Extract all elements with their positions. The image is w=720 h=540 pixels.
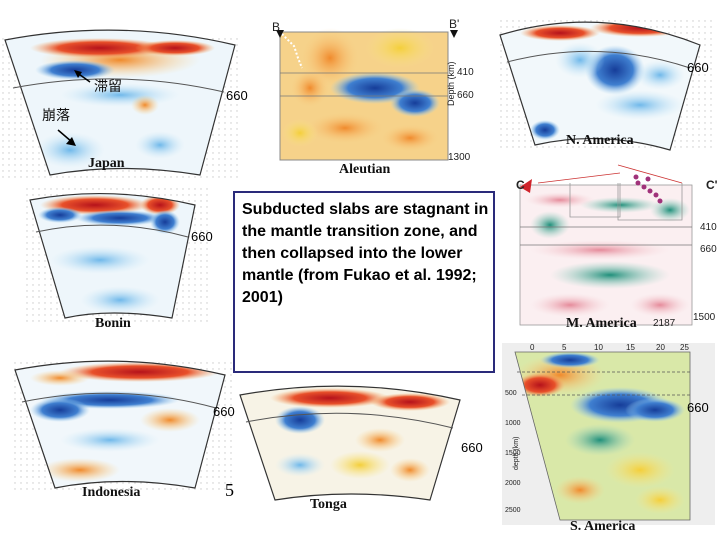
- south-america-top-tick-1: 5: [562, 343, 567, 352]
- south-america-label: S. America: [570, 519, 636, 534]
- japan-depth-660: 660: [226, 88, 248, 103]
- middle-america-depth-410: 410: [700, 222, 717, 233]
- indonesia-depth-660: 660: [213, 404, 235, 419]
- aleutian-depth-660: 660: [457, 90, 474, 101]
- aleutian-right-end: B': [449, 17, 460, 31]
- aleutian-label: Aleutian: [339, 162, 391, 177]
- south-america-depth-axis: depth (km): [513, 436, 520, 470]
- south-america-left-tick-1500: 1500: [505, 450, 521, 457]
- bonin-label: Bonin: [95, 316, 131, 331]
- stagnant-label: 滞留: [94, 79, 122, 95]
- indonesia-tomography-panel: [10, 360, 232, 492]
- japan-label: Japan: [88, 156, 125, 171]
- caption-text: Subducted slabs are stagnant in the mant…: [242, 201, 489, 306]
- south-america-top-tick-0: 0: [530, 343, 535, 352]
- middle-america-label: M. America: [566, 316, 637, 331]
- tonga-tomography-panel: [239, 385, 461, 501]
- south-america-top-tick-2: 10: [594, 343, 603, 352]
- south-america-left-tick-2500: 2500: [505, 507, 521, 514]
- middle-america-depth-660: 660: [700, 244, 717, 255]
- middle-america-right-end: C': [706, 178, 718, 192]
- south-america-left-tick-500: 500: [505, 390, 517, 397]
- aleutian-depth-410: 410: [457, 67, 474, 78]
- aleutian-depth-1300: 1300: [448, 152, 471, 163]
- caption-box: Subducted slabs are stagnant in the mant…: [233, 191, 495, 373]
- page-number: 5: [225, 480, 234, 500]
- bonin-depth-660: 660: [191, 229, 213, 244]
- middle-america-tomography-panel: [519, 164, 693, 326]
- south-america-left-tick-1000: 1000: [505, 420, 521, 427]
- aleutian-tomography-panel: [276, 28, 458, 161]
- middle-america-depth-2187: 2187: [653, 318, 676, 329]
- north-america-tomography-panel: [497, 18, 712, 151]
- collapse-label: 崩落: [42, 108, 70, 124]
- tonga-label: Tonga: [310, 497, 347, 512]
- middle-america-left-end: C: [516, 178, 525, 192]
- north-america-depth-660: 660: [687, 60, 709, 75]
- bonin-tomography-panel: [22, 188, 212, 323]
- south-america-left-tick-2000: 2000: [505, 480, 521, 487]
- south-america-top-tick-5: 25: [680, 343, 689, 352]
- aleutian-left-end: B: [272, 20, 281, 34]
- south-america-depth-660: 660: [687, 400, 709, 415]
- south-america-top-tick-4: 20: [656, 343, 665, 352]
- japan-tomography-panel: [0, 29, 240, 180]
- middle-america-depth-1500: 1500: [693, 312, 716, 323]
- south-america-top-tick-3: 15: [626, 343, 635, 352]
- north-america-label: N. America: [566, 133, 634, 148]
- tonga-depth-660: 660: [461, 440, 483, 455]
- indonesia-label: Indonesia: [82, 485, 141, 500]
